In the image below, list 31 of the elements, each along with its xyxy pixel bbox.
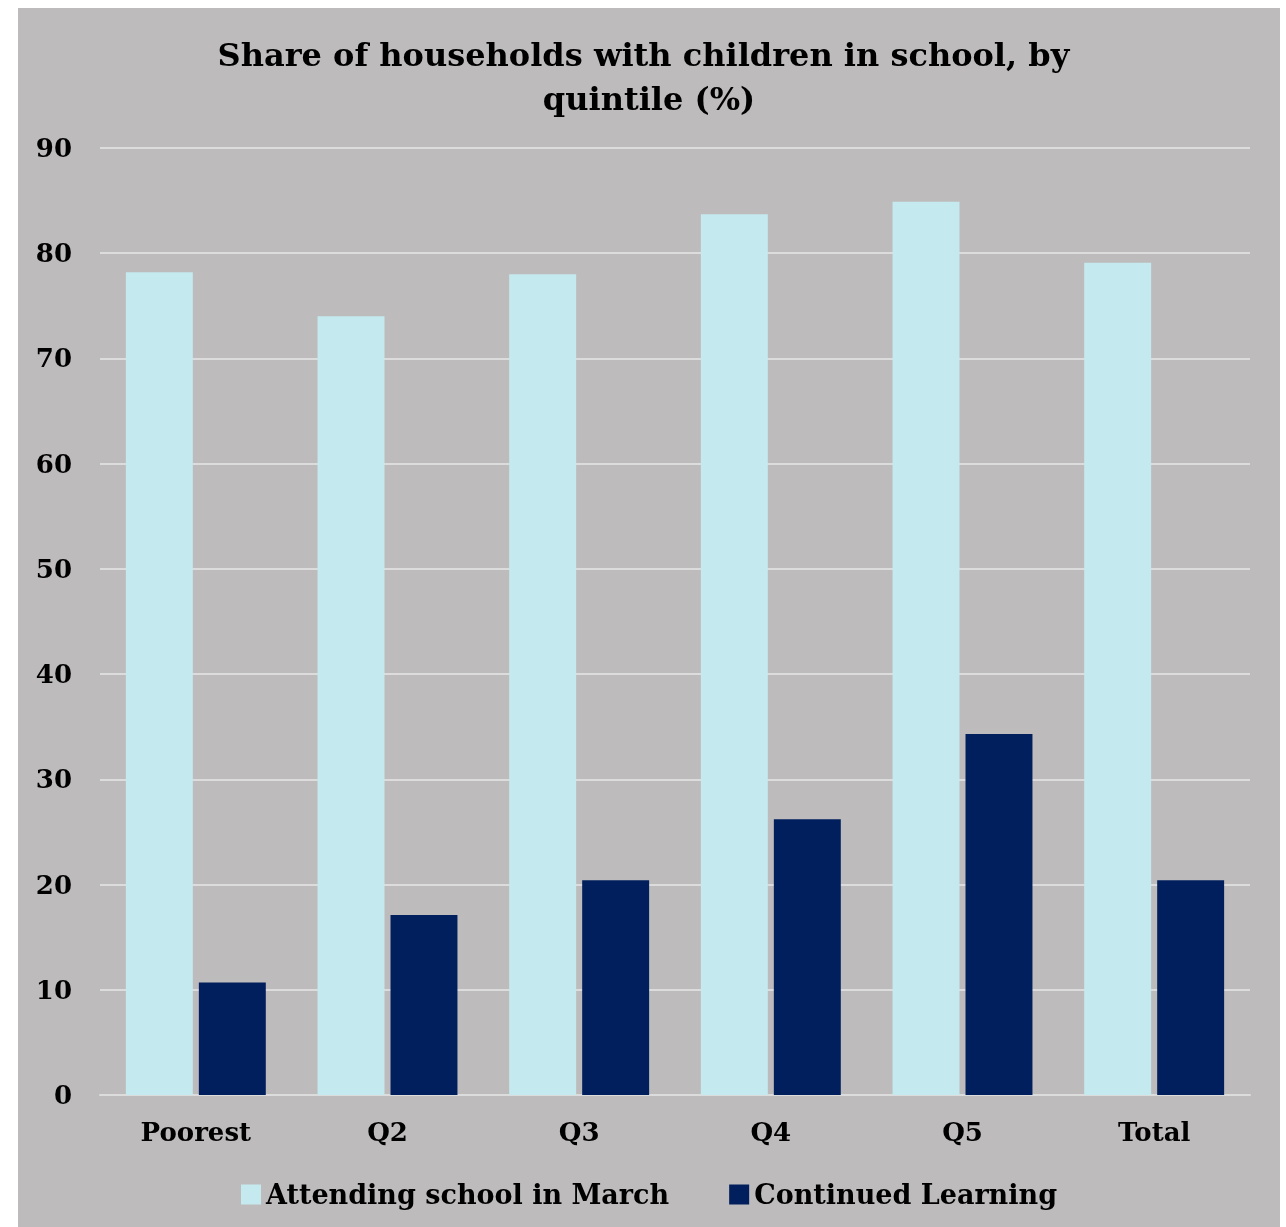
y-tick-label: 40: [35, 659, 72, 690]
chart-title: Share of households with children in school, by quintile (%): [217, 36, 1081, 118]
bar: [317, 316, 385, 1095]
bar: [198, 982, 266, 1095]
x-tick-label: Q3: [558, 1117, 600, 1147]
bar: [965, 734, 1033, 1095]
bar: [582, 880, 650, 1095]
y-tick-label: 80: [35, 238, 72, 269]
y-tick-label: 60: [35, 448, 72, 479]
y-tick-label: 10: [35, 974, 72, 1005]
y-tick-label: 20: [35, 869, 72, 900]
y-tick-label: 70: [35, 343, 72, 374]
x-tick-label: Poorest: [140, 1117, 252, 1147]
y-tick-label: 0: [53, 1080, 72, 1110]
bar: [892, 201, 960, 1095]
bar: [1084, 262, 1152, 1095]
x-tick-label: Q5: [942, 1117, 983, 1147]
y-tick-label: 50: [35, 553, 72, 584]
x-tick-label: Q4: [750, 1117, 792, 1147]
bar: [1157, 880, 1225, 1095]
bar: [390, 915, 458, 1095]
x-tick-label: Q2: [367, 1117, 408, 1147]
bar: [700, 214, 768, 1095]
bar: [773, 819, 841, 1095]
legend-label: Continued Learning: [754, 1179, 1058, 1210]
y-tick-label: 30: [35, 764, 72, 795]
y-tick-label: 90: [35, 133, 72, 163]
bar: [125, 272, 193, 1095]
x-tick-label: Total: [1117, 1117, 1191, 1147]
legend-label: Attending school in March: [264, 1179, 670, 1210]
bar: [509, 274, 577, 1095]
